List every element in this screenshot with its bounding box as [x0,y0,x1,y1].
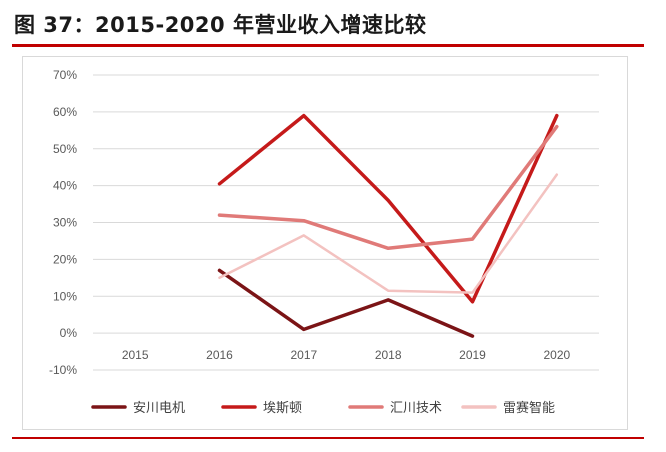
legend-label: 安川电机 [133,401,185,416]
x-tick-label: 2017 [290,348,317,362]
y-tick-label: -10% [49,363,77,377]
y-tick-label: 40% [53,179,77,193]
y-tick-label: 70% [53,68,77,82]
y-tick-label: 0% [60,326,78,340]
legend-label: 雷赛智能 [503,400,555,416]
line-chart: 70% 60% 50% 40% 30% 20% 10% 0% -10% 2015 2016 2017… [49,68,599,416]
series-line [217,113,559,304]
y-tick-label: 20% [53,252,77,266]
series-line [217,268,475,338]
legend-label: 汇川技术 [390,401,442,416]
legend-label: 埃斯顿 [263,401,302,416]
y-tick-label: 50% [53,142,77,156]
series-line [218,173,559,294]
title-rule [12,44,644,47]
x-axis-ticks: 2015 2016 2017 2018 2019 2020 [122,348,571,362]
x-tick-label: 2016 [206,348,233,362]
bottom-rule [12,437,644,439]
legend: 安川电机 埃斯顿 汇川技术 雷赛智能 [91,400,555,416]
x-tick-label: 2018 [375,348,402,362]
x-tick-label: 2019 [459,348,486,362]
x-tick-label: 2020 [543,348,570,362]
chart-frame: 70% 60% 50% 40% 30% 20% 10% 0% -10% 2015 2016 2017… [22,56,628,430]
x-tick-label: 2015 [122,348,149,362]
y-tick-label: 30% [53,216,77,230]
y-tick-label: 10% [53,289,77,303]
gridlines [93,74,599,371]
series-lines [217,113,559,338]
y-tick-label: 60% [53,105,77,119]
y-axis-ticks: 70% 60% 50% 40% 30% 20% 10% 0% -10% [49,68,77,377]
figure-title: 图 37：2015-2020 年营业收入增速比较 [14,13,427,37]
series-line [217,124,559,251]
